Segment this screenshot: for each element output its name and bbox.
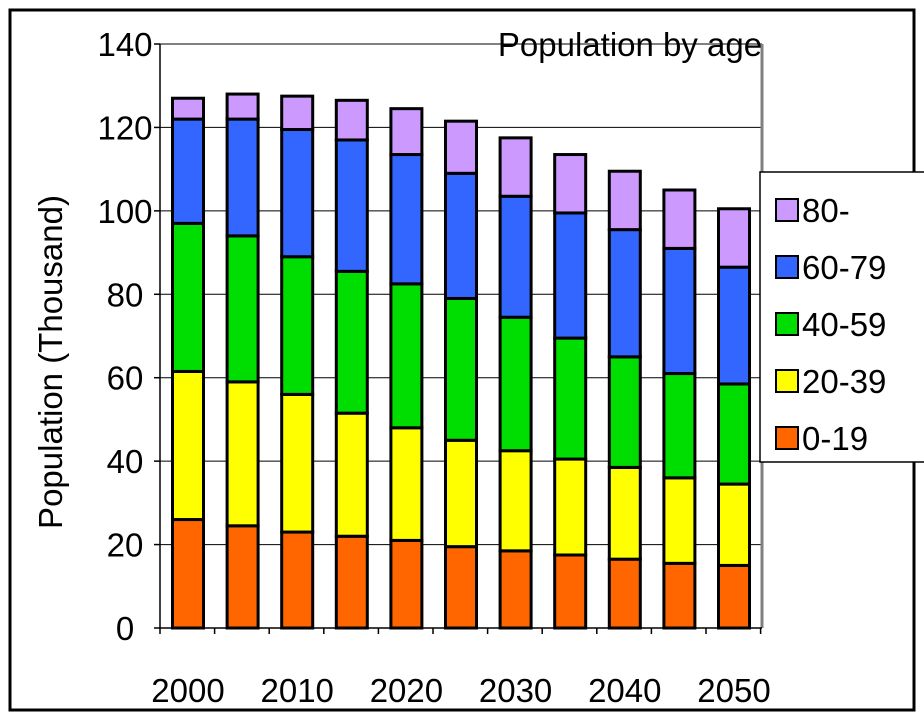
legend-swatch-80- xyxy=(775,198,799,222)
bar-20-39-2010 xyxy=(280,392,315,534)
bar-60-79-2040 xyxy=(607,228,642,359)
y-tick-label: 60 xyxy=(107,360,144,397)
legend-swatch-20-39 xyxy=(775,369,799,393)
bar-20-39-2030 xyxy=(498,449,533,553)
bar-0-19-2025 xyxy=(444,545,478,630)
x-tick-label: 2030 xyxy=(479,672,552,709)
legend-label-60-79: 60-79 xyxy=(802,249,886,286)
bar-0-19-2040 xyxy=(607,557,642,630)
y-tick-label: 0 xyxy=(116,610,134,647)
legend-swatch-0-19 xyxy=(775,426,799,450)
x-tick-label: 2020 xyxy=(370,672,443,709)
bar-20-39-2035 xyxy=(553,457,588,557)
bar-80--2050 xyxy=(717,207,751,269)
bar-40-59-2045 xyxy=(662,372,697,480)
bar-0-19-2050 xyxy=(717,563,751,630)
bar-40-59-2050 xyxy=(717,382,751,486)
bar-0-19-2020 xyxy=(389,538,424,630)
bar-0-19-2000 xyxy=(171,518,205,630)
bar-80--2030 xyxy=(498,136,533,198)
y-tick-label: 40 xyxy=(107,443,144,480)
bar-20-39-2020 xyxy=(389,426,424,542)
chart-title: Population by age xyxy=(498,26,762,63)
bar-20-39-2040 xyxy=(607,465,642,561)
bar-60-79-2050 xyxy=(717,265,751,386)
legend-label-40-59: 40-59 xyxy=(802,306,886,343)
bar-0-19-2045 xyxy=(662,561,697,630)
bar-0-19-2005 xyxy=(225,524,260,630)
bar-20-39-2050 xyxy=(717,482,751,567)
legend-swatch-60-79 xyxy=(775,255,799,279)
y-tick-label: 120 xyxy=(97,109,152,146)
bars xyxy=(171,92,751,630)
bar-40-59-2040 xyxy=(607,355,642,469)
bar-0-19-2030 xyxy=(498,549,533,630)
bar-40-59-2030 xyxy=(498,315,533,453)
bar-0-19-2010 xyxy=(280,530,315,630)
bar-40-59-2025 xyxy=(444,296,478,442)
bar-20-39-2005 xyxy=(225,380,260,528)
bar-20-39-2045 xyxy=(662,476,697,565)
bar-40-59-2005 xyxy=(225,234,260,384)
bar-80--2000 xyxy=(171,96,205,121)
bar-0-19-2015 xyxy=(334,534,369,630)
legend: 80- 60-79 40-59 20-39 0-19 xyxy=(759,171,924,463)
y-tick-label: 140 xyxy=(97,26,152,63)
bar-40-59-2020 xyxy=(389,282,424,430)
bar-40-59-2035 xyxy=(553,336,588,461)
legend-swatch-40-59 xyxy=(775,312,799,336)
y-tick-label: 80 xyxy=(107,276,144,313)
x-tick-label: 2010 xyxy=(260,672,333,709)
x-tick-label: 2040 xyxy=(588,672,661,709)
legend-label-80-: 80- xyxy=(802,192,850,229)
bar-60-79-2020 xyxy=(389,153,424,286)
bar-80--2040 xyxy=(607,169,642,232)
y-axis-label: Population (Thousand) xyxy=(32,195,69,529)
bar-60-79-2005 xyxy=(225,117,260,238)
bar-80--2005 xyxy=(225,92,260,121)
bar-60-79-2035 xyxy=(553,211,588,340)
bar-20-39-2025 xyxy=(444,438,478,549)
bar-40-59-2010 xyxy=(280,255,315,396)
bar-80--2015 xyxy=(334,98,369,142)
bar-20-39-2000 xyxy=(171,369,205,522)
bar-60-79-2030 xyxy=(498,194,533,319)
bar-60-79-2015 xyxy=(334,138,369,273)
legend-label-0-19: 0-19 xyxy=(802,420,868,457)
bar-80--2045 xyxy=(662,188,697,250)
bar-60-79-2000 xyxy=(171,117,205,225)
legend-label-20-39: 20-39 xyxy=(802,363,886,400)
bar-60-79-2045 xyxy=(662,246,697,376)
bar-40-59-2000 xyxy=(171,221,205,373)
x-tick-label: 2000 xyxy=(151,672,224,709)
y-tick-label: 100 xyxy=(97,193,152,230)
bar-60-79-2025 xyxy=(444,171,478,300)
bar-0-19-2035 xyxy=(553,553,588,630)
bar-40-59-2015 xyxy=(334,269,369,415)
bar-80--2025 xyxy=(444,119,478,175)
bar-60-79-2010 xyxy=(280,128,315,259)
bar-80--2020 xyxy=(389,107,424,157)
x-tick-label: 2050 xyxy=(697,672,770,709)
bar-80--2035 xyxy=(553,153,588,215)
bar-80--2010 xyxy=(280,94,315,132)
bar-20-39-2015 xyxy=(334,411,369,538)
y-tick-label: 20 xyxy=(107,527,144,564)
